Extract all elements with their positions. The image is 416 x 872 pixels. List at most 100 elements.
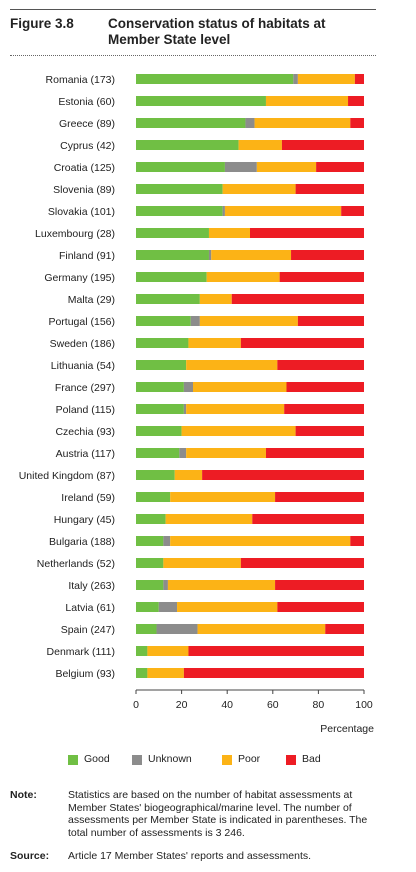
- category-label: Finland (91): [59, 250, 115, 262]
- source-label: Source:: [10, 850, 50, 862]
- category-label: Hungary (45): [54, 514, 115, 526]
- bar-segment-bad: [275, 580, 364, 590]
- bar-segment-bad: [286, 382, 364, 392]
- bar-segment-poor: [208, 228, 250, 238]
- figure-header: Figure 3.8 Conservation status of habita…: [10, 16, 376, 52]
- legend-label-bad: Bad: [302, 753, 321, 765]
- bar-segment-poor: [165, 514, 253, 524]
- note-text: Statistics are based on the number of ha…: [68, 789, 368, 839]
- category-label: Denmark (111): [47, 646, 115, 658]
- x-tick-label: 80: [313, 699, 325, 711]
- bar-segment-good: [136, 96, 266, 106]
- category-label: Romania (173): [46, 74, 115, 86]
- bar-segment-good: [136, 580, 164, 590]
- header-divider: [10, 55, 376, 56]
- bar-segment-poor: [186, 360, 278, 370]
- category-label: Czechia (93): [55, 426, 115, 438]
- category-label: Slovakia (101): [48, 206, 115, 218]
- bar-segment-unknown: [293, 74, 298, 84]
- bar-segment-bad: [252, 514, 364, 524]
- bar-segment-good: [136, 426, 182, 436]
- category-label: Greece (89): [59, 118, 115, 130]
- bar-segment-unknown: [156, 624, 198, 634]
- bar-segment-unknown: [158, 602, 178, 612]
- category-label: Sweden (186): [50, 338, 115, 350]
- bar-segment-unknown: [163, 536, 171, 546]
- bar-segment-poor: [167, 580, 276, 590]
- bar-segment-unknown: [222, 206, 225, 216]
- bar-segment-bad: [348, 96, 364, 106]
- bar-segment-bad: [297, 316, 364, 326]
- bar-segment-good: [136, 294, 200, 304]
- bar-segment-good: [136, 602, 159, 612]
- bar-segment-poor: [147, 646, 189, 656]
- bar-segment-good: [136, 558, 164, 568]
- category-label: United Kingdom (87): [19, 470, 115, 482]
- bar-segment-good: [136, 228, 209, 238]
- bar-segment-poor: [254, 118, 351, 128]
- bar-segment-bad: [231, 294, 364, 304]
- bar-segment-poor: [256, 162, 317, 172]
- x-tick-label: 60: [267, 699, 279, 711]
- bar-segment-poor: [186, 448, 266, 458]
- category-label: Portugal (156): [48, 316, 115, 328]
- bar-segment-bad: [275, 492, 364, 502]
- bar-segment-good: [136, 492, 171, 502]
- bar-segment-poor: [199, 294, 232, 304]
- bar-segment-poor: [199, 316, 298, 326]
- category-label: Slovenia (89): [53, 184, 115, 196]
- category-label: Austria (117): [56, 448, 115, 460]
- bar-segment-poor: [181, 426, 296, 436]
- category-label: Germany (195): [44, 272, 115, 284]
- bar-segment-bad: [316, 162, 364, 172]
- category-label: Luxembourg (28): [35, 228, 115, 240]
- chart-legend: Good Unknown Poor Bad: [0, 752, 416, 768]
- bar-segment-poor: [163, 558, 241, 568]
- bar-segment-good: [136, 118, 246, 128]
- bar-segment-unknown: [224, 162, 257, 172]
- bar-segment-bad: [350, 118, 364, 128]
- bar-segment-good: [136, 162, 225, 172]
- bar-segment-good: [136, 646, 148, 656]
- bar-segment-unknown: [208, 250, 212, 260]
- bar-segment-good: [136, 250, 209, 260]
- bar-segment-good: [136, 514, 166, 524]
- bar-segment-unknown: [190, 316, 200, 326]
- legend-label-unknown: Unknown: [148, 753, 192, 765]
- x-tick-label: 20: [176, 699, 188, 711]
- category-label: Malta (29): [68, 294, 115, 306]
- top-rule: [10, 9, 376, 10]
- bar-segment-bad: [325, 624, 364, 634]
- category-label: Lithuania (54): [51, 360, 115, 372]
- source-text: Article 17 Member States' reports and as…: [68, 850, 312, 862]
- bar-segment-bad: [277, 360, 364, 370]
- bar-segment-bad: [279, 272, 364, 282]
- category-label: Spain (247): [61, 624, 115, 636]
- bar-segment-good: [136, 536, 164, 546]
- bar-segment-poor: [224, 206, 342, 216]
- bar-segment-bad: [240, 558, 364, 568]
- category-label: France (297): [55, 382, 115, 394]
- bar-segment-unknown: [183, 404, 187, 414]
- bar-segment-poor: [147, 668, 184, 678]
- bar-segment-bad: [188, 646, 364, 656]
- x-tick-label: 100: [355, 699, 373, 711]
- bar-segment-poor: [222, 184, 296, 194]
- category-label: Poland (115): [56, 404, 115, 416]
- category-label: Bulgaria (188): [49, 536, 115, 548]
- bar-segment-bad: [284, 404, 364, 414]
- bar-segment-bad: [277, 602, 364, 612]
- source-block: Source: Article 17 Member States' report…: [10, 850, 376, 866]
- bar-segment-poor: [170, 536, 351, 546]
- bar-segment-poor: [211, 250, 292, 260]
- bar-segment-good: [136, 316, 191, 326]
- bar-segment-good: [136, 140, 239, 150]
- bar-segment-poor: [265, 96, 349, 106]
- bar-segment-bad: [202, 470, 364, 480]
- category-label: Italy (263): [68, 580, 115, 592]
- bar-segment-poor: [238, 140, 282, 150]
- legend-swatch-bad: [286, 755, 296, 765]
- category-label: Netherlands (52): [37, 558, 115, 570]
- bar-segment-unknown: [183, 382, 193, 392]
- bar-segment-good: [136, 624, 157, 634]
